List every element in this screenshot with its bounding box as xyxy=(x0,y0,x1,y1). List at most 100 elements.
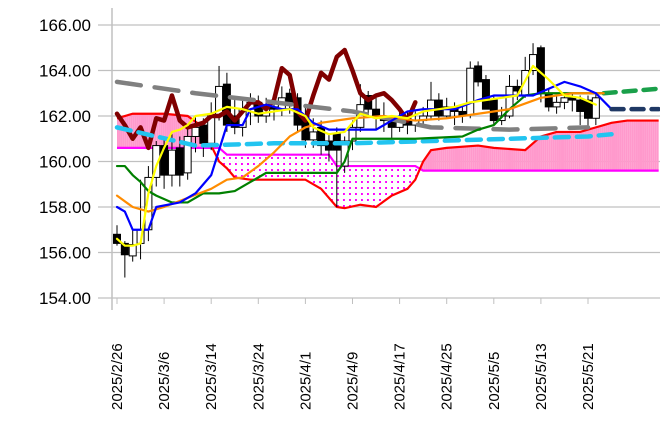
cloud-bear-segment xyxy=(352,166,355,207)
cloud-bull-segment xyxy=(458,146,461,171)
cloud-bull-segment xyxy=(621,121,624,171)
cloud-bull-segment xyxy=(619,121,622,171)
cloud-bull-segment xyxy=(493,147,496,171)
cloud-bull-segment xyxy=(513,149,516,171)
candle-up xyxy=(309,131,318,141)
cloud-bear-segment xyxy=(272,154,274,180)
cloud-bear-segment xyxy=(338,166,341,208)
cloud-bull-segment xyxy=(558,131,561,171)
cloud-bear-segment xyxy=(226,154,229,171)
cloud-bull-segment xyxy=(468,146,471,171)
cloud-bull-segment xyxy=(533,141,536,171)
cloud-bear-segment xyxy=(379,166,382,205)
green-dashed-line xyxy=(601,86,660,96)
cloud-bull-segment xyxy=(480,145,483,171)
candle-up xyxy=(152,145,161,178)
cloud-bear-segment xyxy=(407,166,410,189)
x-tick-label: 2025/5/13 xyxy=(533,343,550,410)
cloud-bull-segment xyxy=(605,123,608,171)
senkou-span-a-line xyxy=(116,112,659,210)
cloud-bull-segment xyxy=(431,149,433,171)
cloud-bear-segment xyxy=(252,154,255,180)
cloud-bull-segment xyxy=(503,148,506,171)
cloud-bear-segment xyxy=(228,154,231,173)
candles xyxy=(113,43,600,278)
cloud-bull-segment xyxy=(540,135,543,171)
cloud-bull-segment xyxy=(644,120,647,171)
x-tick-label: 2025/4/25 xyxy=(439,343,456,410)
cloud-bull-segment xyxy=(574,131,577,171)
cloud-bull-segment xyxy=(432,149,435,171)
cloud-bull-segment xyxy=(576,131,579,171)
candle-up xyxy=(591,97,600,119)
candle-down xyxy=(364,95,373,110)
cloud-bear-segment xyxy=(277,154,280,180)
cloud-bear-segment xyxy=(224,152,227,169)
candle-up xyxy=(167,149,176,176)
cloud-bear-segment xyxy=(307,154,310,182)
cloud-bull-segment xyxy=(546,134,549,171)
cloud-bull-segment xyxy=(489,147,492,171)
cloud-bear-segment xyxy=(248,154,251,180)
cloud-bull-segment xyxy=(603,124,606,171)
cloud-bull-segment xyxy=(491,147,494,171)
cloud-bear-segment xyxy=(250,154,253,180)
cloud-bull-segment xyxy=(438,148,441,171)
cloud-bear-segment xyxy=(305,154,308,181)
cloud-bear-segment xyxy=(295,154,298,180)
cloud-bear-segment xyxy=(326,154,329,198)
candle-up xyxy=(442,106,451,117)
cloud-bear-segment xyxy=(356,166,359,206)
cloud-bear-segment xyxy=(221,149,223,165)
candle-up xyxy=(191,126,200,137)
cloud-bear-segment xyxy=(366,166,369,206)
cloud-bear-segment xyxy=(283,154,286,180)
cloud-bull-segment xyxy=(497,148,500,171)
candle-down xyxy=(199,124,208,144)
cloud-bull-segment xyxy=(456,146,459,171)
candle-up xyxy=(505,85,514,117)
cloud-bear-segment xyxy=(342,166,345,209)
candle-down xyxy=(372,108,381,117)
candle-up xyxy=(466,67,475,116)
cloud-bear-segment xyxy=(244,154,247,180)
candle-down xyxy=(324,140,333,151)
cloud-bear-segment xyxy=(330,157,333,203)
cloud-bull-segment xyxy=(118,117,121,148)
y-axis: 166.00 164.00 162.00 160.00 158.00 156.00 154.… xyxy=(39,16,91,308)
cloud-bull-segment xyxy=(444,147,447,171)
cloud-bull-segment xyxy=(625,120,628,171)
cloud-bear-segment xyxy=(354,166,357,207)
cloud-bear-segment xyxy=(399,166,402,193)
cloud-bull-segment xyxy=(556,131,559,171)
yellow-line xyxy=(115,64,597,247)
cloud-bull-segment xyxy=(550,133,553,171)
y-tick-label: 164.00 xyxy=(39,62,91,81)
cloud-bull-segment xyxy=(570,131,573,171)
cloud-bull-segment xyxy=(589,128,592,171)
cloud-bull-segment xyxy=(586,129,588,171)
y-tick-label: 156.00 xyxy=(39,244,91,263)
cloud-bull-segment xyxy=(611,122,614,171)
cloud-bear-segment xyxy=(344,166,347,209)
cloud-bear-segment xyxy=(230,154,233,176)
cloud-bear-segment xyxy=(374,166,377,207)
x-tick-label: 2025/5/21 xyxy=(580,343,597,410)
cloud-bear-segment xyxy=(274,154,276,180)
cloud-bull-segment xyxy=(523,149,526,171)
cloud-bear-segment xyxy=(234,154,237,178)
cloud-bull-segment xyxy=(483,146,486,171)
cloud-bear-segment xyxy=(372,166,375,207)
cloud-bull-segment xyxy=(436,148,439,171)
cloud-bear-segment xyxy=(232,154,235,178)
cloud-bull-segment xyxy=(117,117,119,148)
cloud-bull-segment xyxy=(650,120,653,171)
cloud-bear-segment xyxy=(260,154,263,180)
cloud-bull-segment xyxy=(515,149,518,171)
cloud-bull-segment xyxy=(568,131,571,171)
cloud-bull-segment xyxy=(646,120,649,171)
candle-up xyxy=(427,99,435,117)
x-tick-label: 2025/3/14 xyxy=(203,343,220,410)
cloud-bear-segment xyxy=(376,166,379,207)
cloud-bull-segment xyxy=(648,120,651,171)
